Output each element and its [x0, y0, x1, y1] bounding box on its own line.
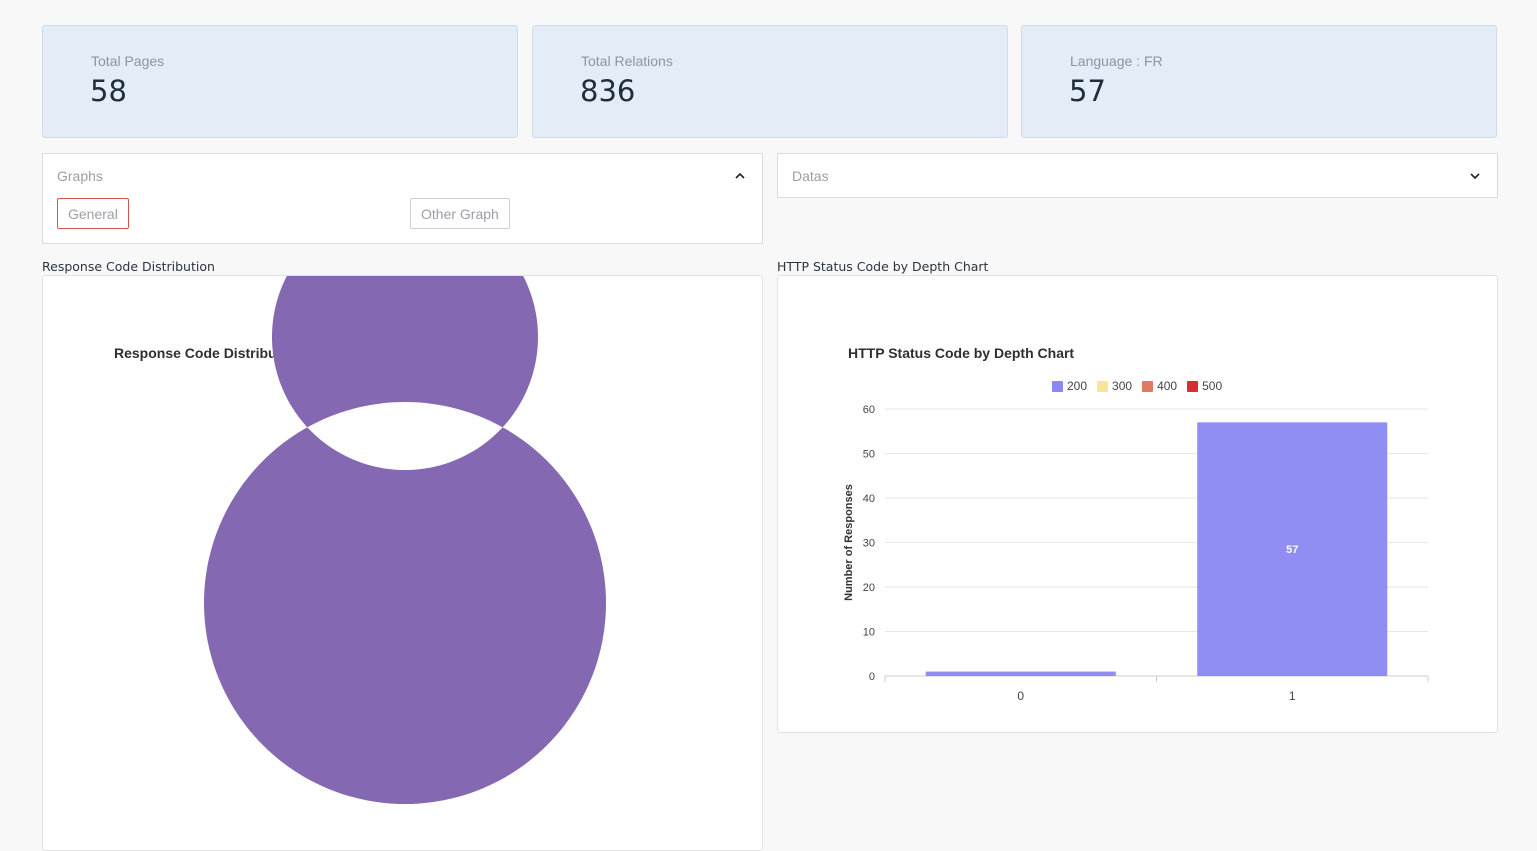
y-tick-label: 0	[869, 671, 875, 683]
bar-chart-title: HTTP Status Code by Depth Chart	[848, 345, 1075, 361]
stat-label: Total Pages	[91, 53, 165, 69]
y-tick-label: 10	[863, 627, 875, 639]
legend-swatch	[1052, 380, 1063, 392]
y-tick-label: 40	[863, 493, 875, 505]
bar-legend-item-500[interactable]: 500	[1187, 379, 1222, 393]
datas-panel[interactable]: Datas	[777, 153, 1498, 198]
legend-label: 400	[1157, 379, 1178, 393]
stat-label: Language : FR	[1070, 53, 1163, 69]
stat-value: 57	[1069, 74, 1106, 108]
donut-chart-title: Response Code Distribution	[114, 345, 303, 361]
stat-value: 58	[90, 74, 127, 108]
bar-200-depth-0[interactable]	[925, 671, 1116, 676]
bar-legend-item-200[interactable]: 200	[1052, 379, 1087, 393]
legend-label: 300	[1112, 379, 1133, 393]
stat-label: Total Relations	[581, 53, 673, 69]
chevron-up-icon[interactable]	[734, 170, 746, 182]
legend-label: 200	[1067, 379, 1088, 393]
legend-label: 500	[1202, 379, 1223, 393]
stat-card-total-pages: Total Pages 58	[42, 25, 518, 138]
bar-legend-item-400[interactable]: 400	[1142, 379, 1177, 393]
response-section-label: Response Code Distribution	[42, 259, 215, 274]
bar-legend-item-300[interactable]: 300	[1097, 379, 1132, 393]
bar-legend: 200 300 400 500	[1052, 379, 1232, 393]
depth-chart: HTTP Status Code by Depth Chart 200 300 40…	[777, 275, 1498, 733]
y-tick-label: 20	[863, 582, 875, 594]
stat-card-language: Language : FR 57	[1021, 25, 1497, 138]
y-axis-label: Number of Responses	[843, 484, 855, 601]
x-tick-label: 0	[1017, 689, 1024, 703]
graphs-panel: Graphs General Other Graph	[42, 153, 763, 244]
y-tick-label: 60	[863, 404, 875, 416]
legend-swatch	[1187, 380, 1199, 392]
stat-card-total-relations: Total Relations 836	[532, 25, 1008, 138]
y-tick-label: 30	[863, 538, 875, 550]
donut-chart-svg	[204, 276, 606, 804]
tab-other-graph[interactable]: Other Graph	[410, 198, 510, 229]
legend-swatch	[1097, 380, 1109, 392]
legend-swatch	[1142, 380, 1154, 392]
stat-value: 836	[580, 74, 636, 108]
donut-slice-200[interactable]	[204, 276, 606, 804]
chevron-down-icon[interactable]	[1469, 170, 1481, 182]
response-code-chart: Response Code Distribution 200301404500	[42, 275, 763, 851]
x-tick-label: 1	[1289, 689, 1296, 703]
bar-200-depth-1[interactable]	[1197, 422, 1388, 676]
datas-panel-title[interactable]: Datas	[792, 168, 829, 184]
bar-data-label: 57	[1286, 544, 1298, 556]
y-tick-label: 50	[863, 449, 875, 461]
tab-general[interactable]: General	[57, 198, 129, 229]
depth-section-label: HTTP Status Code by Depth Chart	[777, 259, 989, 274]
graphs-panel-title[interactable]: Graphs	[57, 168, 103, 184]
bar-chart-svg: 0 10 20 30 40 50 60 Number of Responses 0 1 57	[843, 404, 1429, 703]
